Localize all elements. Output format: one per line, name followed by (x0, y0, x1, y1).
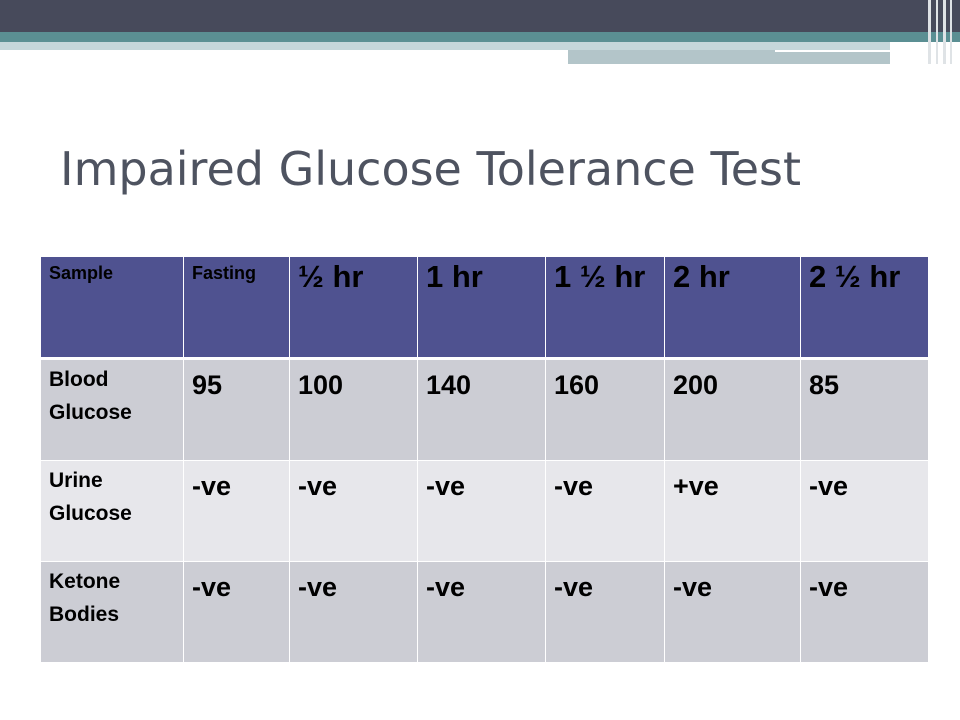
table-cell: 200 (664, 358, 801, 461)
table-cell: -ve (800, 460, 929, 562)
corner-stripe (928, 0, 931, 64)
column-header-2-half-hr: 2 ½ hr (800, 256, 929, 360)
table-cell: -ve (289, 460, 418, 562)
top-thin-line (775, 50, 890, 52)
glucose-tolerance-table: Sample Fasting ½ hr 1 hr 1 ½ hr 2 hr 2 ½… (40, 256, 929, 663)
table-cell: -ve (417, 561, 546, 663)
row-label-line: Urine (49, 469, 103, 492)
slide-title: Impaired Glucose Tolerance Test (60, 142, 802, 196)
row-label-line: Glucose (49, 501, 132, 525)
top-light-stripe (0, 42, 890, 50)
row-label-cell: Blood Glucose (40, 358, 184, 461)
table-cell: 140 (417, 358, 546, 461)
table-row-ketone-bodies: Ketone Bodies -ve -ve -ve -ve -ve -ve (40, 561, 929, 663)
column-header-1-half-hr: 1 ½ hr (545, 256, 665, 360)
table-row-blood-glucose: Blood Glucose 95 100 140 160 200 85 (40, 358, 929, 461)
row-label-line: Bodies (49, 602, 120, 626)
row-label-line: Blood (49, 368, 109, 391)
table-cell: -ve (545, 460, 665, 562)
table-cell: -ve (800, 561, 929, 663)
table-cell: 95 (183, 358, 290, 461)
corner-stripe (943, 0, 946, 64)
table-cell: -ve (545, 561, 665, 663)
table-cell: +ve (664, 460, 801, 562)
top-light-tab (568, 50, 890, 64)
table-header-row: Sample Fasting ½ hr 1 hr 1 ½ hr 2 hr 2 ½… (40, 256, 929, 360)
column-header-fasting: Fasting (183, 256, 290, 360)
table-cell: -ve (664, 561, 801, 663)
column-header-sample: Sample (40, 256, 184, 360)
table-cell: -ve (183, 460, 290, 562)
table-cell: -ve (183, 561, 290, 663)
row-label-line: Ketone (49, 570, 121, 593)
corner-stripe (950, 0, 952, 64)
row-label-cell: Ketone Bodies (40, 561, 184, 663)
top-accent-stripe (0, 32, 960, 42)
table-cell: -ve (289, 561, 418, 663)
column-header-2-hr: 2 hr (664, 256, 801, 360)
row-label-cell: Urine Glucose (40, 460, 184, 562)
table-cell: 85 (800, 358, 929, 461)
row-label-line: Glucose (49, 400, 132, 424)
column-header-1-hr: 1 hr (417, 256, 546, 360)
table-cell: 160 (545, 358, 665, 461)
table-cell: -ve (417, 460, 546, 562)
table-row-urine-glucose: Urine Glucose -ve -ve -ve -ve +ve -ve (40, 460, 929, 562)
column-header-half-hr: ½ hr (289, 256, 418, 360)
table-cell: 100 (289, 358, 418, 461)
corner-stripe (936, 0, 938, 64)
top-decorative-bar (0, 0, 960, 32)
